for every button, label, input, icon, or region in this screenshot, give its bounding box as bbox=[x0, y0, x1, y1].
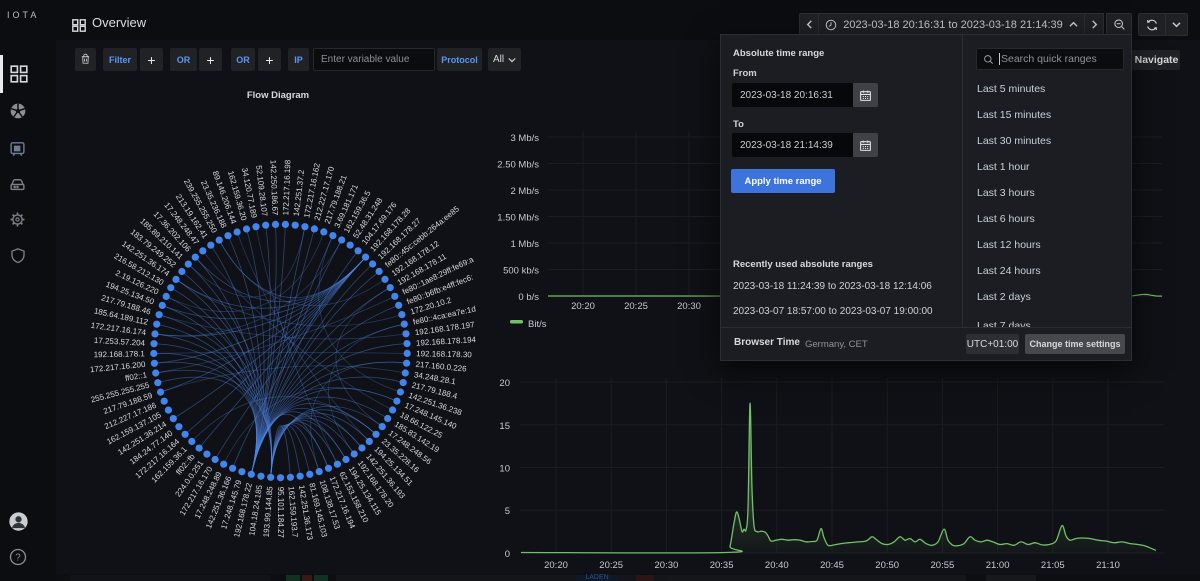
svg-text:20:55: 20:55 bbox=[931, 560, 955, 571]
svg-text:17.253.57.204: 17.253.57.204 bbox=[94, 336, 146, 348]
svg-text:20:50: 20:50 bbox=[875, 560, 899, 571]
svg-text:20:45: 20:45 bbox=[820, 560, 844, 571]
svg-text:5: 5 bbox=[505, 506, 510, 517]
svg-text:?: ? bbox=[15, 552, 21, 563]
svg-text:193.99.144.85: 193.99.144.85 bbox=[262, 485, 275, 537]
svg-text:162.159.193.7: 162.159.193.7 bbox=[287, 486, 300, 538]
svg-text:20:40: 20:40 bbox=[765, 560, 789, 571]
svg-text:3 Mb/s: 3 Mb/s bbox=[510, 133, 539, 144]
svg-text:95.101.184.27: 95.101.184.27 bbox=[276, 487, 285, 539]
svg-text:20:25: 20:25 bbox=[624, 301, 648, 312]
svg-text:10: 10 bbox=[499, 464, 510, 475]
svg-text:21:00: 21:00 bbox=[986, 560, 1010, 571]
svg-text:20:30: 20:30 bbox=[677, 301, 701, 312]
svg-text:142.250.186.67: 142.250.186.67 bbox=[268, 160, 279, 216]
svg-text:1 Mb/s: 1 Mb/s bbox=[510, 239, 539, 250]
svg-text:21:05: 21:05 bbox=[1041, 560, 1065, 571]
svg-text:192.168.178.30: 192.168.178.30 bbox=[416, 349, 472, 359]
svg-text:20:20: 20:20 bbox=[571, 301, 595, 312]
svg-text:20: 20 bbox=[499, 378, 510, 389]
svg-text:2 Mb/s: 2 Mb/s bbox=[510, 186, 539, 197]
svg-text:2.50 Mb/s: 2.50 Mb/s bbox=[497, 160, 539, 171]
svg-text:0 b/s: 0 b/s bbox=[518, 292, 539, 303]
svg-text:20:35: 20:35 bbox=[710, 560, 734, 571]
svg-text:192.168.178.1: 192.168.178.1 bbox=[94, 349, 146, 359]
svg-text:500 kb/s: 500 kb/s bbox=[503, 266, 539, 277]
svg-text:21:10: 21:10 bbox=[1096, 560, 1120, 571]
svg-text:ff02::1: ff02::1 bbox=[124, 370, 148, 383]
svg-text:172.217.16.198: 172.217.16.198 bbox=[281, 159, 292, 215]
svg-text:20:20: 20:20 bbox=[544, 560, 568, 571]
svg-text:20:25: 20:25 bbox=[599, 560, 623, 571]
svg-text:192.168.178.194: 192.168.178.194 bbox=[416, 335, 477, 348]
svg-text:1.50 Mb/s: 1.50 Mb/s bbox=[497, 213, 539, 224]
svg-text:Bit/s: Bit/s bbox=[528, 319, 547, 330]
svg-text:20:30: 20:30 bbox=[655, 560, 679, 571]
svg-text:0: 0 bbox=[505, 549, 510, 560]
svg-text:15: 15 bbox=[499, 421, 510, 432]
